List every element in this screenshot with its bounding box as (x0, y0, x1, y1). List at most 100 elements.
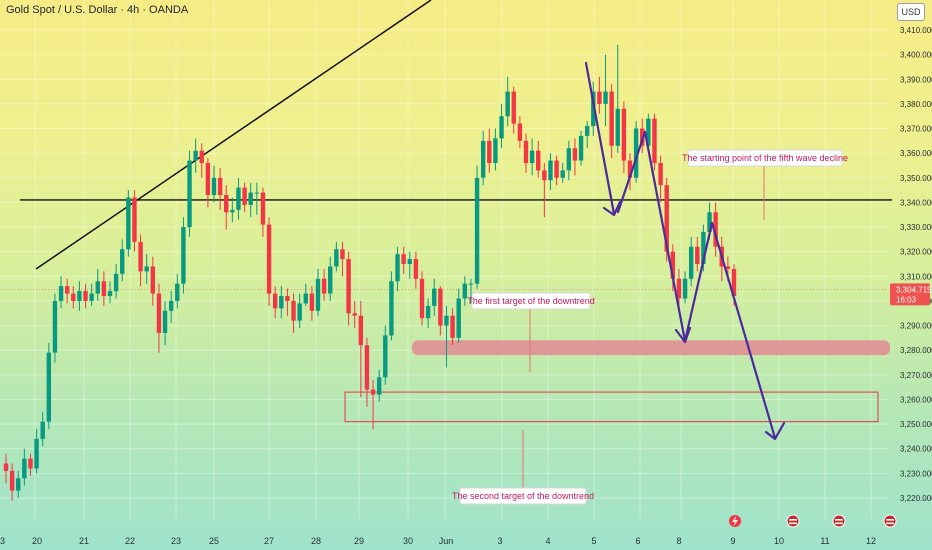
candle (126, 190, 131, 257)
y-tick-label: 3,360.000 (900, 149, 932, 158)
candle (52, 293, 58, 363)
candle-body (101, 281, 107, 297)
candle-body (395, 254, 400, 282)
annotation-box (687, 149, 843, 167)
candle (456, 288, 461, 343)
candle-body (370, 389, 376, 395)
x-axis[interactable]: 20 21 22 23 25 27 28 29 30 Jun 3 4 5 6 8 9 10 11 12 13 (0, 536, 876, 546)
annotation-first-target: The first target of the downtrend (467, 292, 595, 372)
candle (285, 288, 290, 316)
candle (658, 155, 663, 203)
candle-body (334, 249, 339, 267)
candle-body (450, 315, 455, 338)
wave-arrow-5-head (764, 421, 786, 441)
candle (315, 268, 321, 316)
candle-body (572, 148, 578, 161)
candle-body (578, 135, 584, 161)
candle-body (340, 249, 345, 260)
annotation-box (471, 292, 591, 310)
candle (254, 182, 260, 215)
candle-body (254, 192, 260, 194)
candle (46, 342, 52, 430)
candle-body (609, 91, 614, 146)
lightning-event-icon[interactable] (729, 515, 741, 527)
candle (554, 155, 559, 186)
candle (40, 411, 45, 447)
candle (132, 190, 137, 252)
candle-body (499, 116, 504, 139)
y-tick-label: 3,280.000 (900, 346, 932, 355)
candle-body (205, 163, 211, 196)
candle (376, 369, 382, 402)
us-flag-event-icon[interactable] (832, 514, 846, 528)
candle (162, 300, 168, 346)
candle (480, 130, 486, 186)
candle (71, 286, 76, 309)
candle-body (132, 197, 137, 242)
candle (193, 138, 198, 173)
candle (156, 283, 162, 353)
x-tick-label: 8 (676, 536, 681, 546)
x-tick-label: 20 (32, 536, 42, 546)
candle (230, 197, 235, 223)
candle (260, 187, 266, 237)
candle (603, 54, 608, 127)
annotation-fifth-wave: The starting point of the fifth wave dec… (682, 149, 848, 220)
wave-arrows (584, 61, 786, 441)
candle-body (272, 293, 278, 309)
candle-body (309, 293, 315, 311)
candle-body (9, 470, 15, 491)
event-icons (729, 514, 897, 528)
us-flag-event-icon[interactable] (786, 514, 800, 528)
x-tick-label: 28 (311, 536, 321, 546)
y-tick-label: 3,310.000 (900, 272, 932, 281)
candle-body (731, 268, 737, 297)
us-flag-event-icon[interactable] (883, 514, 897, 528)
candle (468, 278, 474, 304)
candle-body (193, 150, 198, 161)
candle (499, 103, 504, 149)
candle-body (3, 463, 9, 471)
event-icon-stripe (835, 519, 843, 521)
candle (676, 268, 682, 309)
candle (291, 293, 296, 333)
y-tick-label: 3,330.000 (900, 223, 932, 232)
x-tick-label: 23 (171, 536, 181, 546)
candle-body (413, 259, 419, 279)
candle (713, 202, 718, 257)
candle-body (529, 150, 535, 164)
candle-body (523, 140, 529, 164)
candle (548, 153, 553, 191)
candle-body (71, 293, 76, 301)
candle (505, 76, 510, 127)
y-tick-label: 3,290.000 (900, 322, 932, 331)
y-tick-label: 3,320.000 (900, 248, 932, 257)
x-tick-label: 9 (730, 536, 735, 546)
candle-body (695, 246, 700, 264)
currency-button[interactable]: USD (897, 3, 925, 21)
candle (407, 251, 412, 279)
candle-body (22, 458, 27, 479)
candle (389, 271, 394, 341)
candle (22, 448, 27, 486)
candle-body (591, 91, 596, 127)
candle (413, 251, 419, 289)
target-zones (344, 340, 890, 423)
y-tick-label: 3,380.000 (900, 100, 932, 109)
y-tick-label: 3,340.000 (900, 198, 932, 207)
candle (138, 234, 143, 287)
annotation-text: The first target of the downtrend (467, 296, 595, 306)
candle-body (187, 160, 192, 228)
wave-arrow-3 (643, 130, 687, 343)
candle-body (383, 335, 388, 378)
candle-body (224, 195, 229, 213)
candle-body (144, 266, 149, 272)
candle-body (621, 108, 627, 161)
candle-body (168, 300, 174, 311)
candle (395, 246, 400, 292)
candle-body (16, 478, 21, 491)
candle (383, 325, 388, 385)
candle-body (236, 187, 241, 210)
y-axis[interactable]: 3,220.000 3,230.000 3,240.000 3,250.000 3,26… (890, 26, 932, 503)
